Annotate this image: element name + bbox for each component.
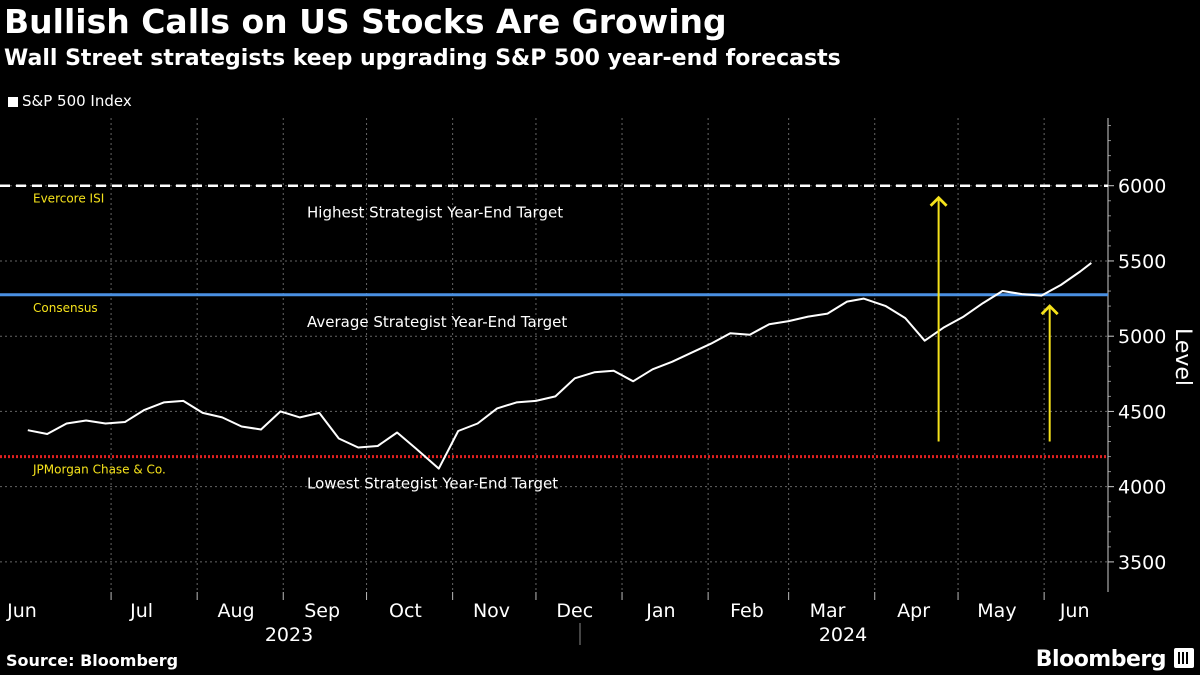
reference-line-label: Highest Strategist Year-End Target — [307, 204, 563, 222]
x-month-label: Mar — [810, 600, 846, 622]
x-month-label: Jan — [645, 600, 675, 622]
x-month-label: Jun — [6, 600, 37, 622]
reference-source-label: Evercore ISI — [33, 192, 104, 206]
x-month-label: Nov — [473, 600, 510, 622]
x-month-label: May — [977, 600, 1016, 622]
x-month-label: Aug — [217, 600, 254, 622]
x-year-label: 2023 — [265, 624, 313, 646]
y-tick-label: 3500 — [1118, 552, 1166, 574]
chart-subtitle: Wall Street strategists keep upgrading S… — [4, 46, 841, 71]
legend: S&P 500 Index — [8, 91, 132, 111]
reference-line-label: Average Strategist Year-End Target — [307, 313, 567, 331]
y-axis-label: Level — [1170, 328, 1195, 386]
x-month-label: Sep — [304, 600, 340, 622]
source-note: Source: Bloomberg — [6, 651, 179, 670]
x-month-label: Feb — [730, 600, 764, 622]
series-line-sp500 — [27, 262, 1092, 470]
x-month-label: Oct — [389, 600, 422, 622]
brand-logo: Bloomberg — [1035, 647, 1167, 672]
reference-source-label: JPMorgan Chase & Co. — [32, 463, 166, 477]
reference-source-label: Consensus — [33, 301, 98, 315]
x-month-label: Apr — [897, 600, 930, 622]
y-tick-label: 4500 — [1118, 401, 1166, 423]
legend-label: S&P 500 Index — [22, 92, 132, 110]
y-tick-label: 6000 — [1118, 176, 1166, 198]
terminal-icon — [1174, 648, 1194, 668]
x-month-label: Jul — [129, 600, 153, 622]
x-month-label: Jun — [1059, 600, 1090, 622]
y-tick-label: 5000 — [1118, 326, 1166, 348]
chart-title: Bullish Calls on US Stocks Are Growing — [4, 2, 727, 41]
y-tick-label: 4000 — [1118, 477, 1166, 499]
x-month-label: Dec — [556, 600, 593, 622]
reference-line-label: Lowest Strategist Year-End Target — [307, 475, 558, 493]
y-tick-label: 5500 — [1118, 251, 1166, 273]
x-year-label: 2024 — [819, 624, 867, 646]
legend-swatch — [8, 97, 18, 107]
